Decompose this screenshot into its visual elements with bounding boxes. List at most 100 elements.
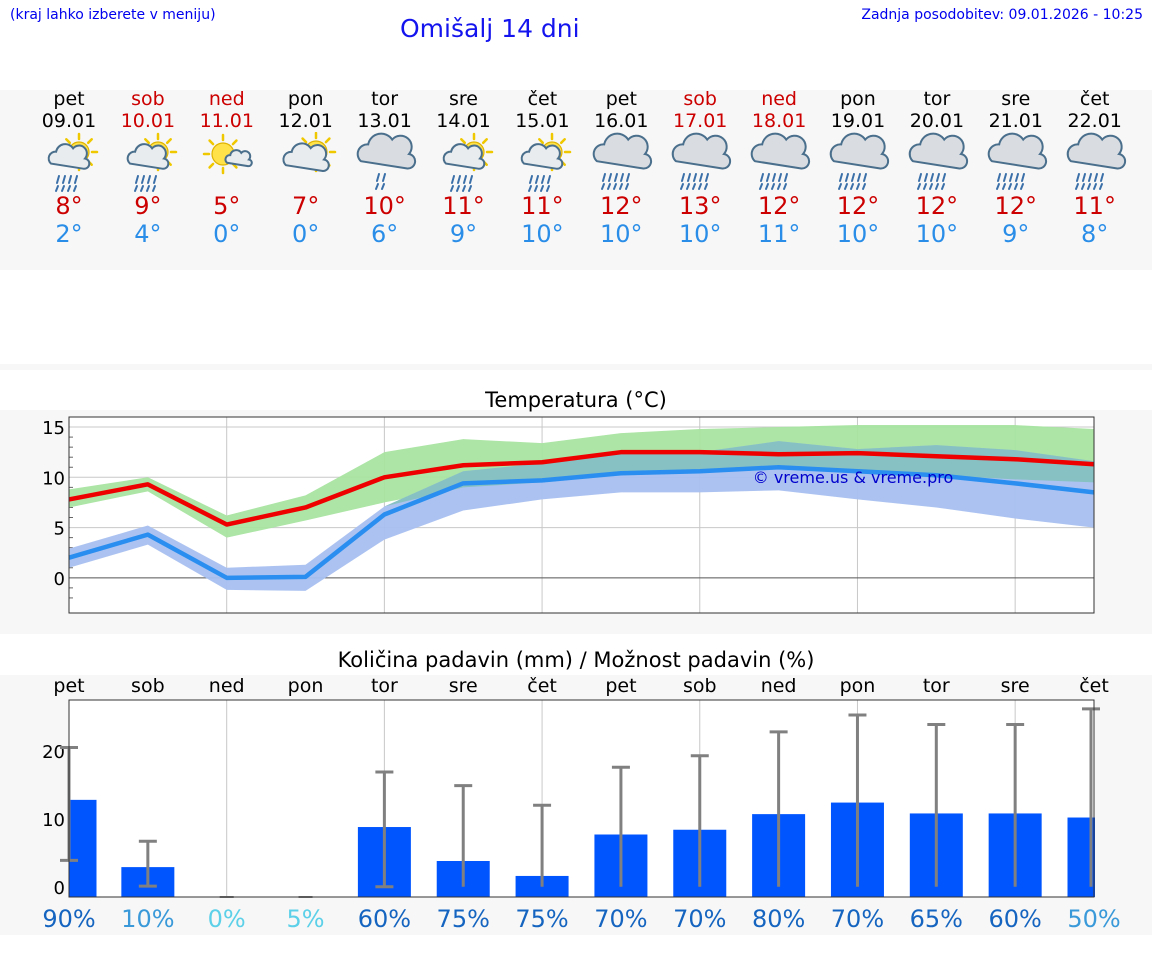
max-temperature: 11° (442, 192, 485, 220)
precip-day-label: čet (1079, 675, 1109, 697)
day-date: 13.01 (357, 110, 412, 132)
precip-probability: 10% (121, 905, 174, 933)
max-temperature: 12° (757, 192, 801, 220)
max-temperature: 12° (915, 192, 959, 220)
max-temperature: 11° (1073, 192, 1116, 220)
day-column: čet 15.01 11° 10° (502, 88, 582, 248)
max-temperature: 13° (678, 192, 722, 220)
day-name: pet (605, 88, 637, 110)
day-name: sob (131, 88, 165, 110)
min-temperature: 11° (757, 220, 801, 248)
day-date: 12.01 (278, 110, 333, 132)
day-name: sre (1001, 88, 1031, 110)
day-column: ned 18.01 12° 11° (739, 88, 819, 248)
min-temperature: 0° (292, 220, 320, 248)
day-date: 15.01 (515, 110, 570, 132)
day-column: sob 17.01 13° 10° (660, 88, 740, 248)
y-tick-label: 0 (54, 878, 65, 899)
day-name: čet (527, 88, 558, 110)
precip-probability: 70% (673, 905, 726, 933)
day-column: tor 13.01 10° 6° (345, 88, 425, 248)
min-temperature: 6° (370, 220, 399, 248)
precip-day-label: pet (53, 675, 84, 697)
y-tick-label: 5 (54, 519, 65, 540)
day-name: sob (683, 88, 717, 110)
cloud-heavy-rain-icon (750, 132, 811, 190)
min-temperature: 8° (1081, 220, 1109, 248)
day-date: 19.01 (830, 110, 886, 132)
max-temperature: 12° (836, 192, 880, 220)
precip-day-label: pet (605, 675, 636, 697)
min-temperature-line (68, 465, 1095, 581)
separator-band (0, 364, 1152, 370)
cloud-heavy-rain-icon (671, 132, 732, 190)
y-tick-label: 10 (42, 468, 65, 489)
precipitation-bar (69, 799, 97, 897)
day-column: pet 16.01 12° 10° (581, 88, 661, 248)
day-name: tor (923, 88, 951, 110)
precip-probability: 80% (752, 905, 805, 933)
precip-probability: 0% (208, 905, 246, 933)
day-name: pon (287, 88, 324, 110)
forecast-band (0, 90, 1152, 270)
min-temperature-band (69, 441, 1094, 591)
precip-probability: 5% (286, 905, 324, 933)
max-temperature: 12° (994, 192, 1038, 220)
precipitation-title: Količina padavin (mm) / Možnost padavin … (337, 648, 815, 672)
day-name: pet (53, 88, 85, 110)
day-name: tor (371, 88, 399, 110)
day-column: sre 21.01 12° 9° (976, 88, 1056, 248)
sun-cloud-rain-icon (126, 132, 178, 192)
day-name: sre (449, 88, 478, 110)
precip-probability: 60% (988, 905, 1041, 933)
location-menu-hint[interactable]: (kraj lahko izberete v meniju) (10, 7, 216, 23)
min-temperature: 0° (213, 220, 241, 248)
day-column: čet 22.01 11° 8° (1055, 88, 1135, 248)
precip-probability: 65% (910, 905, 963, 933)
precip-day-label: tor (923, 675, 950, 697)
y-tick-label: 15 (42, 418, 65, 439)
precip-probability: 75% (437, 905, 490, 933)
min-temperature: 10° (521, 220, 564, 248)
max-temperature-line (68, 449, 1095, 527)
y-tick-label: 20 (42, 742, 65, 763)
day-column: sre 14.01 11° 9° (424, 88, 504, 248)
precip-day-label: sre (1001, 675, 1030, 697)
min-temperature: 10° (600, 220, 643, 248)
sun-small-cloud-icon (202, 133, 253, 175)
max-temperature: 12° (600, 192, 643, 220)
day-name: pon (840, 88, 876, 110)
day-name: ned (208, 88, 245, 110)
sun-cloud-icon (282, 132, 336, 173)
y-tick-label: 0 (54, 569, 65, 590)
max-temperature: 10° (363, 192, 406, 220)
precip-day-label: ned (761, 675, 797, 697)
precip-day-label: tor (371, 675, 398, 697)
day-column: ned 11.01 5° 0° (187, 88, 267, 248)
max-temperature: 11° (521, 192, 564, 220)
page-title: Omišalj 14 dni (400, 14, 580, 43)
cloud-heavy-rain-icon (1066, 132, 1126, 190)
day-name: čet (1079, 88, 1110, 110)
precip-day-label: pon (840, 675, 876, 697)
cloud-heavy-rain-icon (908, 132, 968, 190)
precip-probability: 60% (358, 905, 411, 933)
day-column: tor 20.01 12° 10° (897, 88, 977, 248)
precip-day-label: pon (288, 675, 324, 697)
day-date: 09.01 (41, 110, 97, 132)
day-date: 20.01 (909, 110, 965, 132)
watermark: © vreme.us & vreme.pro (753, 468, 954, 487)
precipitation-plot-border (68, 699, 1095, 898)
sun-cloud-rain-icon (47, 132, 99, 192)
precip-day-label: čet (527, 675, 557, 697)
min-temperature: 10° (915, 220, 959, 248)
sun-cloud-rain-icon (442, 132, 493, 192)
precip-day-label: sob (683, 675, 717, 697)
precip-probability: 90% (42, 905, 95, 933)
cloud-heavy-rain-icon (829, 132, 890, 190)
min-temperature: 9° (449, 220, 478, 248)
precipitation-chart: pet sob ned pon tor sre čet pet sob ned pon tor sre č… (42, 675, 1121, 933)
day-column: sob 10.01 9° 4° (108, 88, 188, 248)
min-temperature: 4° (134, 220, 162, 248)
sun-cloud-rain-icon (521, 132, 572, 192)
